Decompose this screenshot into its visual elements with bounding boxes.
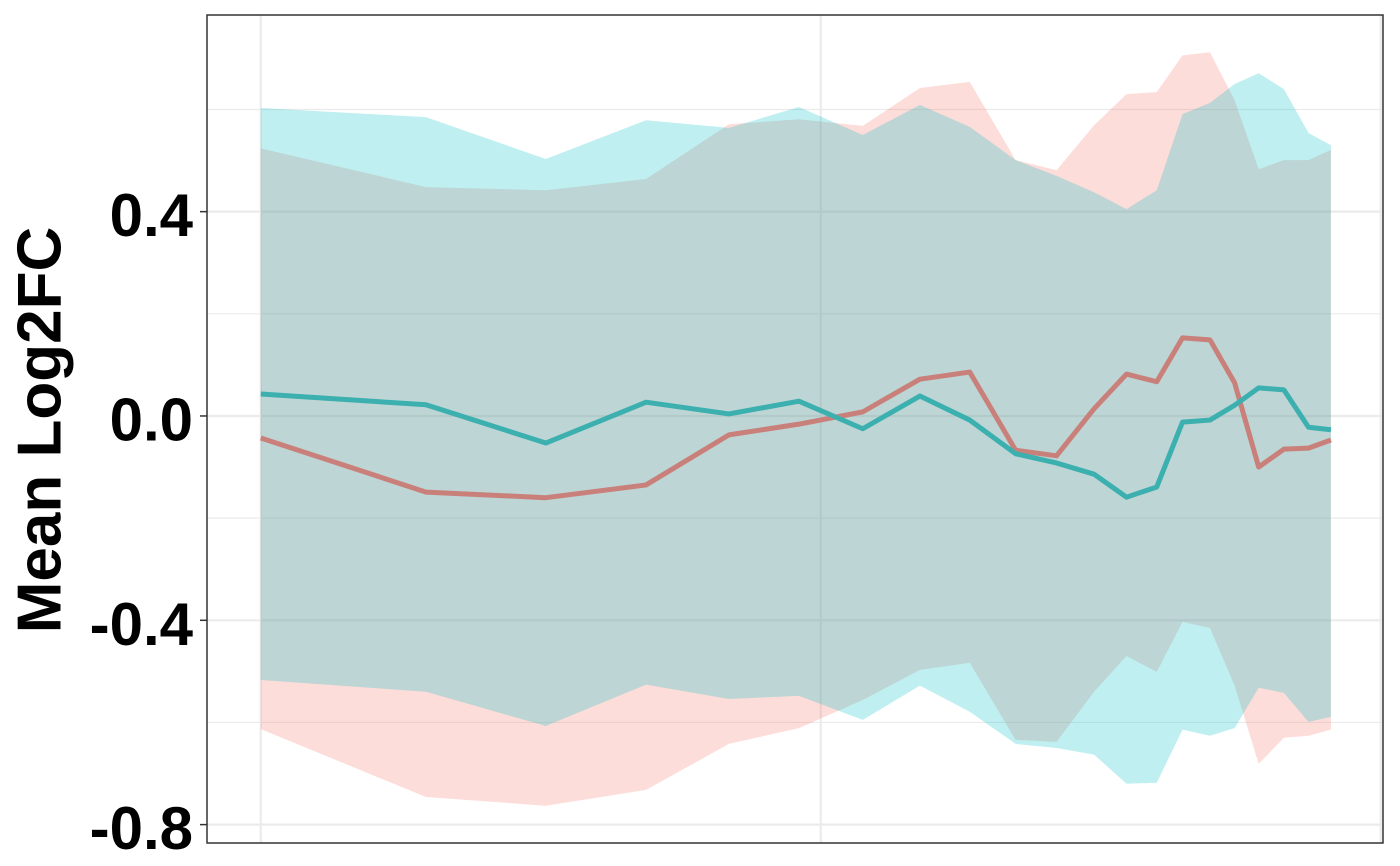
y-tick-label: -0.8 xyxy=(90,795,193,862)
ribbon xyxy=(260,73,1331,784)
y-axis-title: Mean Log2FC xyxy=(6,227,75,633)
ribbon xyxy=(260,52,1331,806)
mean-line xyxy=(259,335,1332,501)
panel-border xyxy=(206,14,1384,844)
y-tick-label: 0.0 xyxy=(110,386,193,453)
mean-line xyxy=(260,385,1332,500)
y-tick-label: -0.4 xyxy=(90,591,194,658)
y-tick-label: 0.4 xyxy=(110,182,194,249)
